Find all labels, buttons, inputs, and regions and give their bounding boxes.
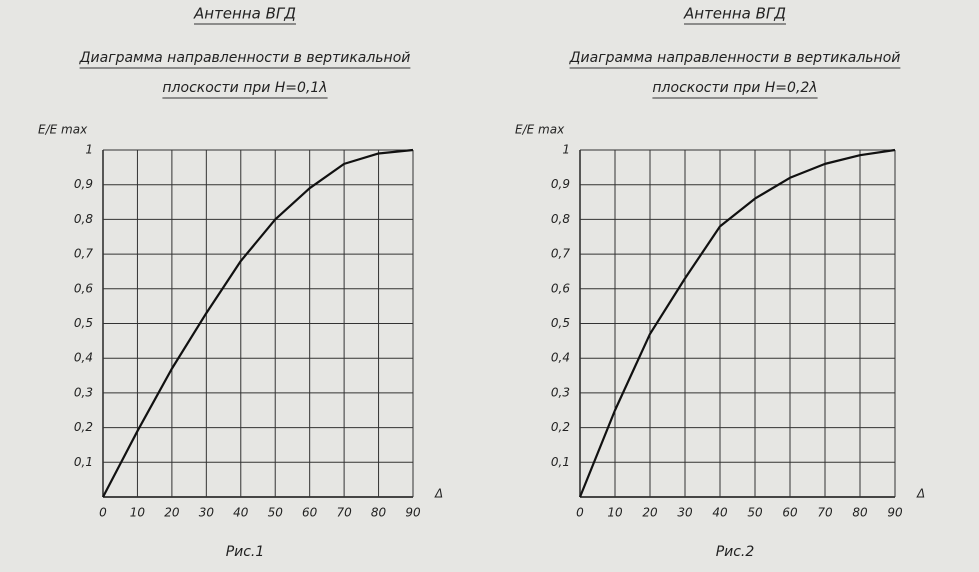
y-tick-label: 0,3 xyxy=(74,385,93,399)
y-tick-label: 0,1 xyxy=(74,455,93,469)
y-tick-label: 0,1 xyxy=(551,455,570,469)
caption: Рис.1 xyxy=(226,544,265,560)
subtitle: Диаграмма направленности в вертикальной xyxy=(569,50,901,66)
x-tick-label: 0 xyxy=(99,506,107,520)
y-tick-label: 0,7 xyxy=(74,247,93,261)
x-tick-label: 10 xyxy=(130,506,146,520)
y-tick-label: 0,6 xyxy=(551,281,570,295)
x-tick-label: 40 xyxy=(712,506,728,520)
y-tick-label: 1 xyxy=(85,143,93,157)
y-tick-label: 0,2 xyxy=(74,420,93,434)
subtitle: плоскости при H=0,2λ xyxy=(652,80,817,96)
y-tick-label: 0,6 xyxy=(74,281,93,295)
x-tick-label: 90 xyxy=(405,506,421,520)
x-tick-label: 50 xyxy=(268,506,284,520)
x-tick-label: 80 xyxy=(852,506,868,520)
x-tick-label: 70 xyxy=(817,506,833,520)
x-tick-label: 80 xyxy=(371,506,387,520)
y-tick-label: 0,8 xyxy=(551,212,570,226)
caption: Рис.2 xyxy=(716,544,755,560)
y-tick-label: 0,9 xyxy=(551,177,570,191)
x-tick-label: 30 xyxy=(199,506,215,520)
y-tick-label: 0,3 xyxy=(551,385,570,399)
x-tick-label: 60 xyxy=(302,506,318,520)
y-axis-label: E/E max xyxy=(38,123,88,137)
curve xyxy=(102,148,414,498)
y-tick-label: 0,8 xyxy=(74,212,93,226)
curve xyxy=(578,148,896,498)
x-axis-label: Δ xyxy=(916,487,925,501)
y-tick-label: 0,7 xyxy=(551,247,570,261)
title: Антенна ВГД xyxy=(193,5,296,23)
subtitle: плоскости при H=0,1λ xyxy=(162,80,327,96)
x-tick-label: 10 xyxy=(607,506,623,520)
y-tick-label: 0,4 xyxy=(551,351,570,365)
x-tick-label: 50 xyxy=(747,506,763,520)
y-axis-label: E/E max xyxy=(515,123,565,137)
subtitle: Диаграмма направленности в вертикальной xyxy=(79,50,411,66)
x-tick-label: 40 xyxy=(233,506,249,520)
y-tick-label: 1 xyxy=(562,143,570,157)
y-tick-label: 0,5 xyxy=(74,316,93,330)
y-tick-label: 0,2 xyxy=(551,420,570,434)
x-tick-label: 90 xyxy=(887,506,903,520)
x-axis-label: Δ xyxy=(434,487,443,501)
x-tick-label: 60 xyxy=(782,506,798,520)
y-tick-label: 0,4 xyxy=(74,351,93,365)
y-tick-label: 0,5 xyxy=(551,316,570,330)
x-tick-label: 20 xyxy=(642,506,658,520)
x-tick-label: 30 xyxy=(677,506,693,520)
y-tick-label: 0,9 xyxy=(74,177,93,191)
x-tick-label: 20 xyxy=(164,506,180,520)
title: Антенна ВГД xyxy=(683,5,786,23)
x-tick-label: 0 xyxy=(576,506,584,520)
x-tick-label: 70 xyxy=(336,506,352,520)
